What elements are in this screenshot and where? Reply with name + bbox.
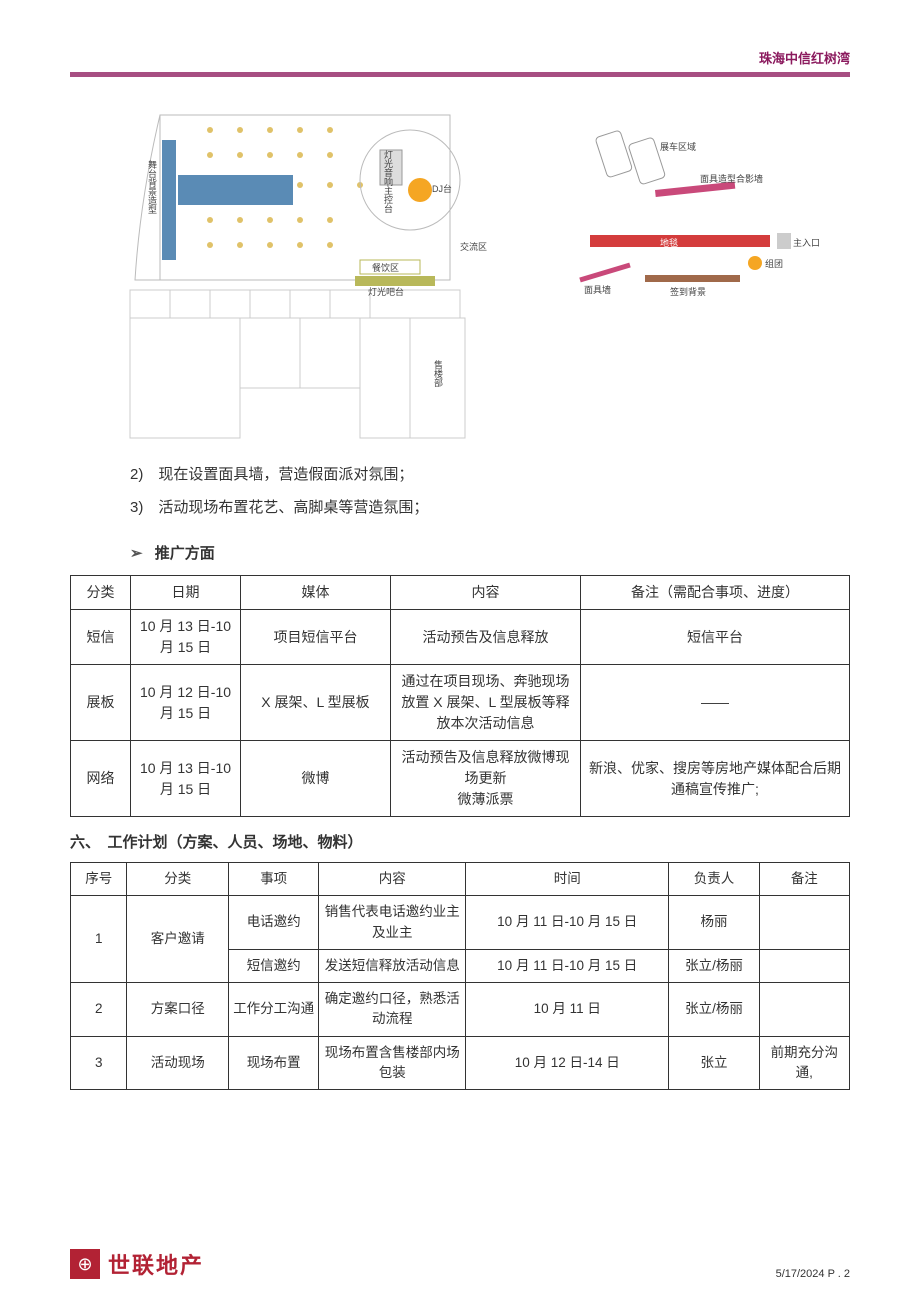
th-cat: 分类 xyxy=(71,576,131,610)
footer: ⊕ 世联地产 5/17/2024 P . 2 xyxy=(70,1248,850,1280)
cell: 通过在项目现场、奔驰现场放置 X 展架、L 型展板等释放本次活动信息 xyxy=(391,665,581,741)
table-row: 3 活动现场 现场布置 现场布置含售楼部内场包装 10 月 12 日-14 日 … xyxy=(71,1036,850,1090)
section-plan-title: 六、 工作计划（方案、人员、场地、物料） xyxy=(70,831,850,852)
promo-table: 分类 日期 媒体 内容 备注（需配合事项、进度） 短信 10 月 13 日-10… xyxy=(70,575,850,817)
cell: 发送短信释放活动信息 xyxy=(319,949,466,982)
cell: 张立/杨丽 xyxy=(669,949,759,982)
cell: 10 月 12 日-14 日 xyxy=(466,1036,669,1090)
label-light-console: 灯光音响主控台 xyxy=(382,150,395,213)
th: 负责人 xyxy=(669,863,759,896)
th-media: 媒体 xyxy=(241,576,391,610)
cell xyxy=(759,983,849,1037)
th: 内容 xyxy=(319,863,466,896)
th: 分类 xyxy=(127,863,229,896)
cell: 活动预告及信息释放 xyxy=(391,610,581,665)
cell: 工作分工沟通 xyxy=(229,983,319,1037)
th: 时间 xyxy=(466,863,669,896)
th-note: 备注（需配合事项、进度） xyxy=(581,576,850,610)
cell: 10 月 12 日-10 月 15 日 xyxy=(131,665,241,741)
table-row: 短信 10 月 13 日-10 月 15 日 项目短信平台 活动预告及信息释放 … xyxy=(71,610,850,665)
cell xyxy=(759,949,849,982)
cell: 电话邀约 xyxy=(229,896,319,950)
cell: 短信平台 xyxy=(581,610,850,665)
floor-plan-diagram: 舞台背景造型 灯光音响主控台 DJ台 交流区 餐饮区 灯光吧台 售楼部 展车区域… xyxy=(100,100,820,440)
cell: 2 xyxy=(71,983,127,1037)
table-row: 2 方案口径 工作分工沟通 确定邀约口径，熟悉活动流程 10 月 11 日 张立… xyxy=(71,983,850,1037)
label-mask-wall: 面具墙 xyxy=(584,283,611,296)
cell: 确定邀约口径，熟悉活动流程 xyxy=(319,983,466,1037)
cell: 客户邀请 xyxy=(127,896,229,983)
cell: 网络 xyxy=(71,741,131,817)
footer-logo: ⊕ 世联地产 xyxy=(70,1248,204,1280)
label-car-area: 展车区域 xyxy=(660,140,696,153)
cell: 展板 xyxy=(71,665,131,741)
cell: 项目短信平台 xyxy=(241,610,391,665)
cell: 现场布置含售楼部内场包装 xyxy=(319,1036,466,1090)
cell: 微博 xyxy=(241,741,391,817)
cell: 短信邀约 xyxy=(229,949,319,982)
header-divider xyxy=(70,72,850,77)
arrow-icon: ➢ xyxy=(130,545,143,562)
table-row: 展板 10 月 12 日-10 月 15 日 X 展架、L 型展板 通过在项目现… xyxy=(71,665,850,741)
cell: —— xyxy=(581,665,850,741)
label-carpet: 地毯 xyxy=(660,236,678,249)
section-promo-title: ➢ 推广方面 xyxy=(130,542,850,563)
th: 序号 xyxy=(71,863,127,896)
cell: 10 月 11 日 xyxy=(466,983,669,1037)
cell: 10 月 13 日-10 月 15 日 xyxy=(131,610,241,665)
cell: 新浪、优家、搜房等房地产媒体配合后期通稿宣传推广; xyxy=(581,741,850,817)
label-group: 组团 xyxy=(765,257,783,270)
label-lightbar: 灯光吧台 xyxy=(368,285,404,298)
cell: 10 月 13 日-10 月 15 日 xyxy=(131,741,241,817)
cell: 短信 xyxy=(71,610,131,665)
cell: 10 月 11 日-10 月 15 日 xyxy=(466,949,669,982)
label-main-entrance: 主入口 xyxy=(793,236,820,249)
th: 备注 xyxy=(759,863,849,896)
cell: 活动现场 xyxy=(127,1036,229,1090)
header-project: 珠海中信红树湾 xyxy=(759,48,850,67)
th-content: 内容 xyxy=(391,576,581,610)
label-stage-bg: 舞台背景造型 xyxy=(146,160,159,214)
cell: 方案口径 xyxy=(127,983,229,1037)
cell: 现场布置 xyxy=(229,1036,319,1090)
cell: 张立/杨丽 xyxy=(669,983,759,1037)
list-item-3: 3) 活动现场布置花艺、高脚桌等营造氛围； xyxy=(130,491,850,524)
label-dj: DJ台 xyxy=(432,182,452,195)
logo-brand-text: 世联地产 xyxy=(108,1248,204,1280)
list-item-2: 2) 现在设置面具墙，营造假面派对氛围； xyxy=(130,458,850,491)
th: 事项 xyxy=(229,863,319,896)
cell: 前期充分沟通, xyxy=(759,1036,849,1090)
label-sales: 售楼部 xyxy=(432,360,445,387)
label-exchange: 交流区 xyxy=(460,240,487,253)
cell: 销售代表电话邀约业主及业主 xyxy=(319,896,466,950)
table-header-row: 分类 日期 媒体 内容 备注（需配合事项、进度） xyxy=(71,576,850,610)
table-header-row: 序号 分类 事项 内容 时间 负责人 备注 xyxy=(71,863,850,896)
th-date: 日期 xyxy=(131,576,241,610)
cell xyxy=(759,896,849,950)
label-dining: 餐饮区 xyxy=(372,261,399,274)
cell: 1 xyxy=(71,896,127,983)
footer-page-number: 5/17/2024 P . 2 xyxy=(776,1268,850,1280)
table-row: 1 客户邀请 电话邀约 销售代表电话邀约业主及业主 10 月 11 日-10 月… xyxy=(71,896,850,950)
promo-title-text: 推广方面 xyxy=(155,545,215,562)
label-signin-bg: 签到背景 xyxy=(670,285,706,298)
cell: 活动预告及信息释放微博现场更新 微薄派票 xyxy=(391,741,581,817)
label-mask-photo: 面具造型合影墙 xyxy=(700,172,763,185)
cell: 10 月 11 日-10 月 15 日 xyxy=(466,896,669,950)
cell: 杨丽 xyxy=(669,896,759,950)
cell: X 展架、L 型展板 xyxy=(241,665,391,741)
cell: 3 xyxy=(71,1036,127,1090)
cell: 张立 xyxy=(669,1036,759,1090)
plan-table: 序号 分类 事项 内容 时间 负责人 备注 1 客户邀请 电话邀约 销售代表电话… xyxy=(70,862,850,1090)
logo-icon: ⊕ xyxy=(70,1249,100,1279)
table-row: 网络 10 月 13 日-10 月 15 日 微博 活动预告及信息释放微博现场更… xyxy=(71,741,850,817)
